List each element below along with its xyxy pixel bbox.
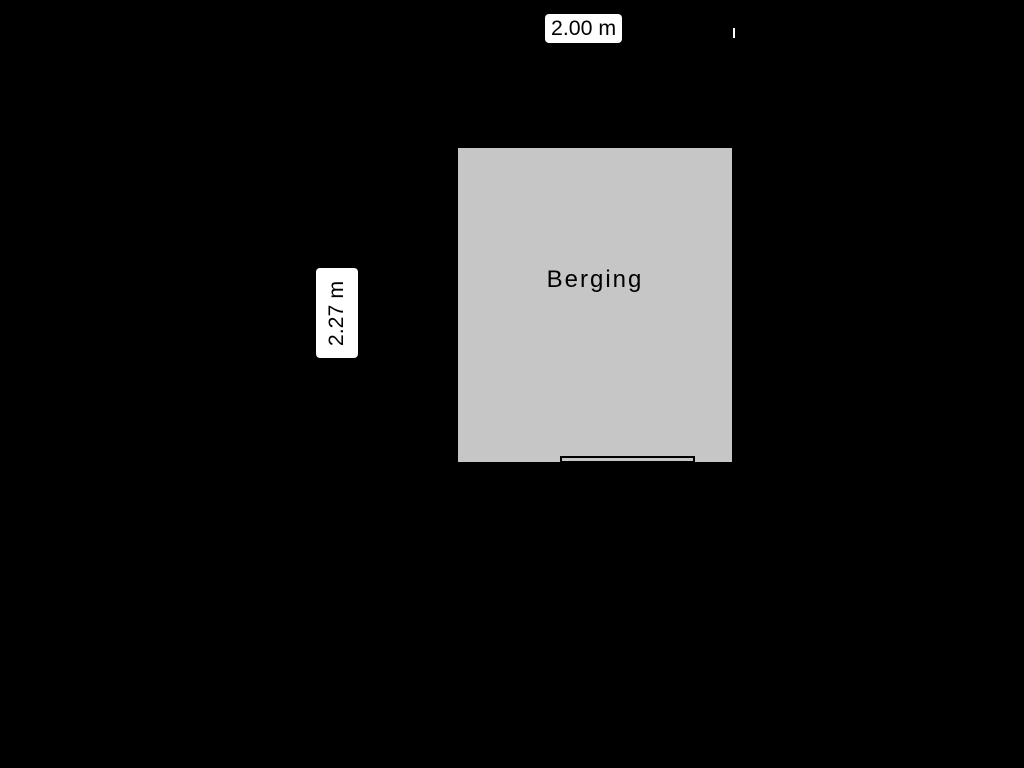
room-label: Berging xyxy=(547,266,644,294)
door-line xyxy=(560,461,695,463)
dimension-width-label: 2.00 m xyxy=(545,14,622,43)
door-endbar xyxy=(693,456,695,468)
dimension-width-text: 2.00 m xyxy=(551,16,616,40)
door-endbar xyxy=(560,456,562,468)
door-line xyxy=(560,466,695,468)
dimension-height-label: 2.27 m xyxy=(316,268,358,358)
floorplan-canvas: Berging 2.00 m 2.27 m xyxy=(0,0,1024,768)
room-berging: Berging xyxy=(455,145,735,465)
door-line xyxy=(560,456,695,458)
dimension-height-text: 2.27 m xyxy=(325,280,350,345)
dimension-width-tick-right xyxy=(733,28,735,38)
